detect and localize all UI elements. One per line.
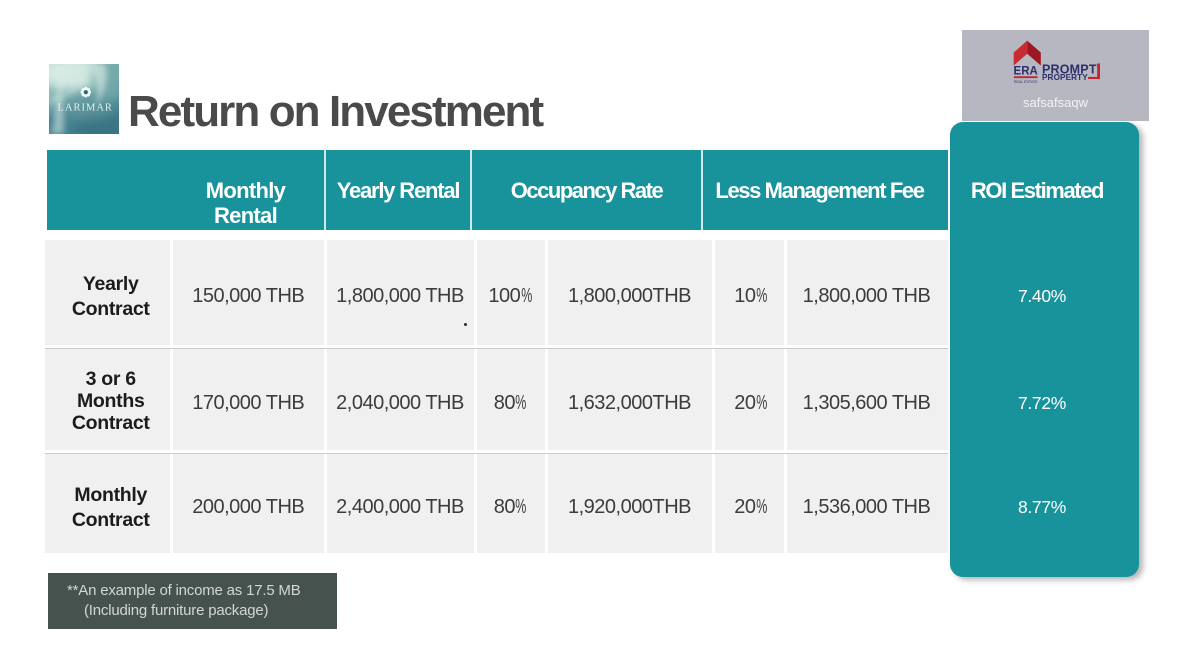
svg-text:ERA: ERA xyxy=(1014,65,1038,77)
svg-text:PROPERTY: PROPERTY xyxy=(1042,73,1088,82)
svg-text:LARIMAR: LARIMAR xyxy=(57,103,112,114)
svg-text:REAL ESTATE: REAL ESTATE xyxy=(1014,80,1038,84)
svg-text:PROMPT: PROMPT xyxy=(1042,63,1097,77)
